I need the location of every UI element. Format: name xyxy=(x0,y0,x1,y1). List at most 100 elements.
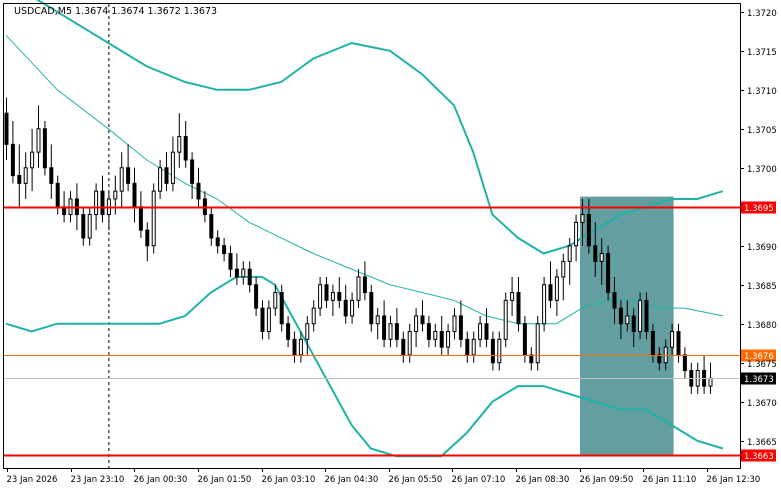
candle xyxy=(183,120,188,168)
candle-body-bearish xyxy=(55,182,60,208)
candle-body-bullish xyxy=(663,346,668,364)
candle-body-bearish xyxy=(516,292,521,325)
candle-body-bearish xyxy=(369,292,374,325)
candle xyxy=(158,159,163,199)
candle xyxy=(170,136,175,192)
candle-body-bullish xyxy=(30,151,35,169)
candle-body-bullish xyxy=(94,190,99,216)
bollinger-upper-band xyxy=(35,0,724,255)
y-tick-label: 1.3685 xyxy=(747,282,777,292)
candle-body-bearish xyxy=(606,253,611,294)
candle-body-bullish xyxy=(510,292,515,301)
candle-body-bearish xyxy=(618,307,623,325)
candle-body-bearish xyxy=(548,284,553,301)
candle-body-bullish xyxy=(625,315,630,325)
candle-body-bearish xyxy=(138,206,143,231)
candle-body-bearish xyxy=(337,292,342,301)
candle xyxy=(638,292,643,340)
candle-body-bullish xyxy=(113,190,118,200)
candle-body-bullish xyxy=(542,284,547,325)
level-label-bg-resistance xyxy=(741,201,776,214)
x-tick-label: 26 Jan 08:30 xyxy=(516,475,570,485)
candle-body-bullish xyxy=(170,151,175,184)
candle-body-bearish xyxy=(254,284,259,309)
symbol-info: USDCAD,M5 1.3674 1.3674 1.3672 1.3673 xyxy=(14,6,217,17)
x-tick-label: 26 Jan 05:50 xyxy=(389,475,443,485)
candle-body-bullish xyxy=(446,331,451,348)
candles-layer xyxy=(4,97,713,394)
candle xyxy=(42,120,47,176)
candle-body-bullish xyxy=(87,214,92,239)
candle-body-bearish xyxy=(324,284,329,301)
candle xyxy=(510,276,515,316)
candle xyxy=(497,331,502,371)
candle-body-bearish xyxy=(190,159,195,184)
current-price-label: 1.3673 xyxy=(744,375,774,385)
candle-body-bearish xyxy=(247,268,252,286)
candle-body-bearish xyxy=(132,182,137,208)
candle xyxy=(401,331,406,363)
candle-body-bearish xyxy=(215,237,220,247)
candle xyxy=(356,269,361,309)
candle xyxy=(164,152,169,192)
candle xyxy=(382,300,387,348)
candle xyxy=(100,175,105,223)
candle-body-bearish xyxy=(222,245,227,255)
level-label-support: 1.3663 xyxy=(744,452,774,462)
y-tick-label: 1.3710 xyxy=(747,87,777,97)
candle xyxy=(10,120,15,184)
level-label-bg-entry xyxy=(741,349,776,362)
candle-body-bullish xyxy=(471,338,476,356)
candle xyxy=(4,97,9,160)
candle xyxy=(190,152,195,199)
candle-body-bearish xyxy=(100,190,105,216)
candle xyxy=(458,300,463,348)
y-tick-label: 1.3715 xyxy=(747,48,777,58)
candle-body-bearish xyxy=(49,167,54,184)
candle-body-bearish xyxy=(126,167,131,184)
candle xyxy=(151,183,156,254)
candle-body-bearish xyxy=(529,354,534,364)
candle-body-bullish xyxy=(177,136,182,153)
candle-body-bearish xyxy=(522,323,527,356)
axes-layer: 1.37201.37151.37101.37051.37001.36901.36… xyxy=(7,9,777,485)
candle xyxy=(254,276,259,316)
candle xyxy=(177,113,182,168)
candle xyxy=(260,300,265,340)
candle-body-bearish xyxy=(17,175,22,184)
candle-body-bullish xyxy=(567,245,572,262)
candle xyxy=(426,315,431,348)
candle-body-bullish xyxy=(311,307,316,325)
candle xyxy=(465,331,470,363)
candle-body-bearish xyxy=(164,167,169,184)
candle-body-bullish xyxy=(580,214,585,223)
y-tick-label: 1.3705 xyxy=(747,126,777,136)
x-tick-label: 26 Jan 09:50 xyxy=(580,475,634,485)
candle xyxy=(657,347,662,371)
candle xyxy=(574,214,579,262)
candle-body-bullish xyxy=(119,167,124,192)
candle xyxy=(36,105,41,168)
candle-body-bullish xyxy=(305,323,310,340)
candle-body-bullish xyxy=(241,268,246,278)
candle-body-bearish xyxy=(458,315,463,340)
candle xyxy=(209,206,214,246)
candle xyxy=(682,347,687,379)
level-label-entry: 1.3676 xyxy=(744,352,774,362)
candle xyxy=(145,222,150,262)
candle-body-bearish xyxy=(196,182,201,200)
candle xyxy=(337,276,342,309)
level-label-resistance: 1.3695 xyxy=(744,204,774,214)
y-tick-label: 1.3675 xyxy=(747,360,777,370)
bollinger-lower-band xyxy=(5,275,724,458)
candle xyxy=(631,308,636,348)
candle-body-bullish xyxy=(356,276,361,301)
candle xyxy=(17,144,22,207)
candle xyxy=(311,300,316,332)
candle-body-bearish xyxy=(234,268,239,278)
candle xyxy=(106,191,111,231)
y-tick-label: 1.3670 xyxy=(747,399,777,409)
candle-body-bullish xyxy=(497,338,502,364)
candle-body-bullish xyxy=(158,167,163,192)
